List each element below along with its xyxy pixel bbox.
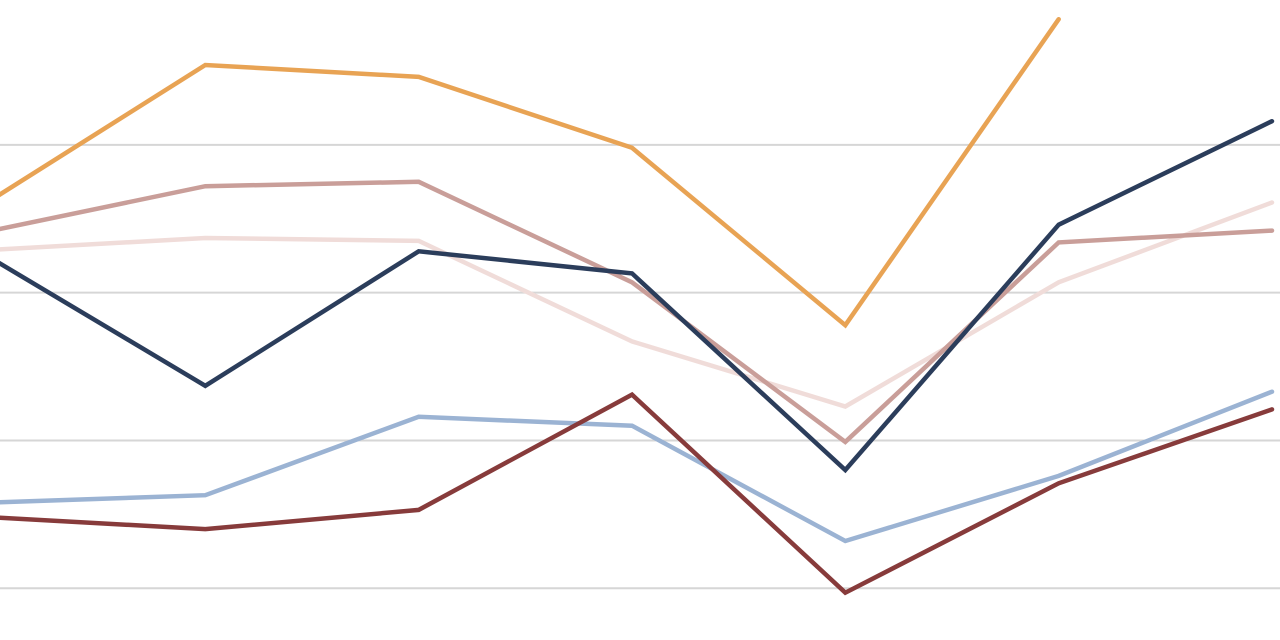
series-line bbox=[0, 200, 1275, 409]
series-line bbox=[0, 16, 1061, 329]
series-line bbox=[0, 179, 1275, 445]
series-line bbox=[0, 118, 1275, 474]
series-line bbox=[0, 389, 1275, 544]
series-line bbox=[0, 391, 1275, 596]
